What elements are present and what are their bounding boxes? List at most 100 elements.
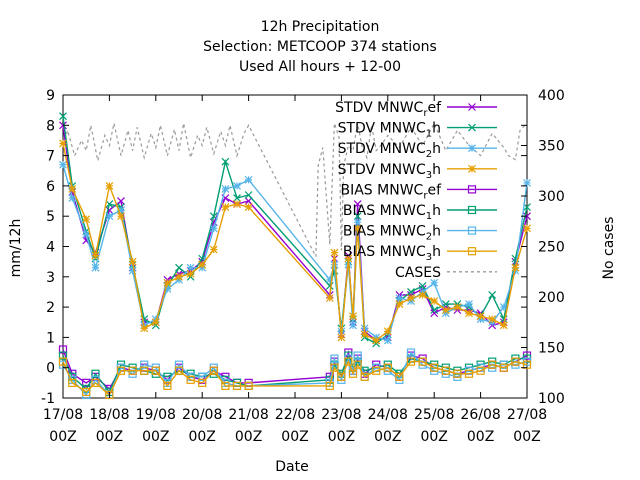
legend-entry: BIAS MNWC3h (343, 244, 497, 263)
legend-entry: STDV MNWC3h (338, 162, 497, 181)
y-tick-label: 6 (46, 179, 55, 195)
data-point (465, 309, 473, 318)
data-point (105, 390, 114, 400)
marker-stroke (407, 288, 415, 296)
x-tick-label-hour: 00Z (467, 429, 494, 445)
data-point (330, 354, 339, 363)
data-point (175, 272, 183, 281)
data-point (221, 381, 230, 390)
y-tick-label: 2 (46, 300, 55, 316)
marker-stroke (418, 281, 427, 290)
data-point (407, 288, 415, 296)
data-point (337, 333, 346, 342)
legend-label: STDV MNWC3h (338, 162, 441, 181)
data-point (174, 366, 184, 375)
data-point (407, 294, 415, 302)
marker-stroke (488, 291, 497, 299)
marker-stroke (430, 306, 439, 315)
data-point (244, 175, 253, 184)
y-tick-label: 5 (46, 209, 55, 225)
marker-stroke (140, 315, 149, 324)
legend-entry: BIAS MNWCref (341, 182, 497, 201)
data-point (430, 297, 439, 305)
series-3-stdv (59, 139, 531, 345)
data-point (59, 139, 67, 148)
data-point (68, 185, 77, 193)
x-tick-label-date: 19/08 (136, 407, 176, 423)
data-point (488, 291, 497, 299)
data-point (353, 218, 362, 227)
data-point (511, 263, 520, 272)
y-tick-label: 7 (46, 149, 55, 165)
series-line (62, 359, 528, 397)
y2-tick-label: 400 (538, 88, 565, 104)
data-point (523, 224, 531, 233)
data-point (395, 300, 404, 308)
data-point (344, 254, 353, 263)
x-tick-label-hour: 00Z (420, 429, 447, 445)
x-tick-label-hour: 00Z (142, 429, 169, 445)
data-point (163, 381, 172, 390)
legend-entry: STDV MNWC1h (338, 121, 497, 140)
data-point (209, 245, 218, 254)
y2-tick-label: 300 (538, 189, 565, 205)
data-point (353, 212, 362, 221)
data-point (221, 203, 230, 212)
y-tick-label: 8 (46, 118, 55, 134)
data-point (441, 306, 450, 315)
data-point (233, 194, 241, 202)
data-point (395, 372, 404, 381)
data-point (244, 191, 253, 199)
legend-entry: BIAS MNWC1h (343, 203, 497, 222)
data-point (117, 197, 125, 205)
data-point (128, 366, 137, 375)
marker-stroke (244, 191, 253, 199)
data-point (105, 212, 114, 221)
data-point (430, 306, 439, 315)
y2-tick-label: 350 (538, 139, 565, 155)
marker-stroke (221, 157, 230, 166)
x-tick-label-date: 18/08 (89, 407, 129, 423)
x-tick-label-date: 27/08 (507, 407, 547, 423)
data-point (441, 366, 450, 375)
marker-stroke (105, 200, 114, 209)
x-tick-label-hour: 00Z (281, 429, 308, 445)
y2-tick-label: 250 (538, 240, 565, 256)
data-point (244, 381, 253, 390)
y-tick-label: -1 (41, 391, 55, 407)
data-point (476, 312, 485, 321)
marker-stroke (59, 112, 67, 121)
data-point (140, 366, 149, 375)
data-point (383, 336, 392, 345)
series-line (62, 164, 528, 342)
data-point (232, 381, 242, 390)
legend-label: BIAS MNWCref (341, 182, 443, 201)
data-point (244, 203, 253, 212)
data-point (140, 360, 149, 369)
x-tick-label-date: 21/08 (228, 407, 268, 423)
chart-title-line-1: 12h Precipitation (261, 19, 380, 35)
data-point (198, 378, 207, 387)
data-point (406, 357, 416, 366)
y-tick-label: 9 (46, 88, 55, 104)
data-point (395, 294, 404, 302)
legend-label: CASES (395, 265, 441, 281)
data-point (430, 363, 439, 372)
marker-stroke (117, 197, 125, 205)
data-point (330, 260, 339, 269)
marker-stroke (353, 212, 362, 221)
data-point (198, 260, 207, 269)
legend-entry: CASES (395, 265, 497, 281)
data-point (523, 178, 531, 187)
chart-title-line-3: Used All hours + 12-00 (239, 59, 401, 75)
data-point (91, 369, 100, 378)
y-tick-label: 0 (46, 361, 55, 377)
data-point (488, 360, 497, 369)
data-point (360, 372, 369, 381)
axes-group: -1 0 1 2 3 4 5 6 7 8 9 100 150 200 250 300 350 400 17/08 00… (41, 88, 565, 445)
data-point (349, 312, 357, 321)
x-tick-label-hour: 00Z (49, 429, 76, 445)
data-point (140, 324, 149, 333)
data-point (418, 291, 427, 299)
data-point (82, 387, 91, 397)
